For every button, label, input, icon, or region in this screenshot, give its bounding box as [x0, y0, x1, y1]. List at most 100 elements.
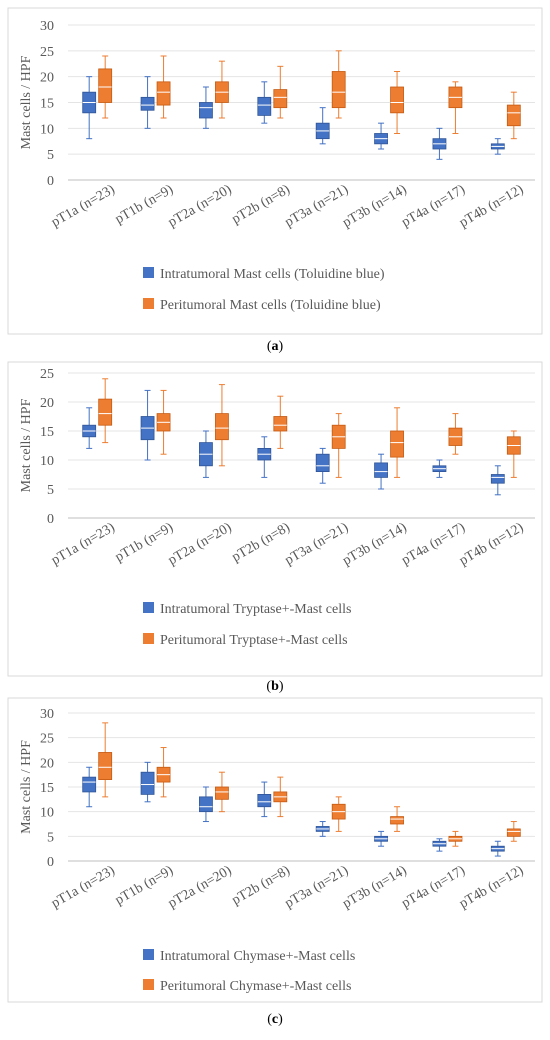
box-iqr — [257, 96, 272, 116]
y-tick-label: 5 — [47, 148, 54, 163]
box-iqr — [273, 89, 288, 109]
box-peritumoral — [273, 776, 288, 818]
chart-frame — [7, 361, 543, 677]
box-iqr — [199, 796, 213, 813]
legend-swatch — [143, 298, 154, 309]
box-intratumoral — [432, 459, 447, 478]
box-iqr — [390, 430, 404, 458]
box-iqr — [506, 104, 521, 127]
chart-frame — [7, 7, 543, 335]
box-peritumoral — [215, 771, 229, 813]
box-iqr — [98, 398, 113, 426]
y-tick-label: 0 — [47, 174, 54, 189]
y-tick-label: 20 — [40, 396, 54, 411]
y-tick-label: 5 — [47, 830, 54, 845]
legend-entry: Intratumoral Tryptase+-Mast cells — [160, 602, 351, 617]
y-tick-label: 5 — [47, 483, 54, 498]
box-intratumoral — [82, 76, 97, 140]
box-iqr — [98, 68, 113, 103]
legend-entry: Intratumoral Chymase+-Mast cells — [160, 949, 355, 964]
box-peritumoral — [390, 806, 404, 832]
box-iqr — [390, 816, 404, 825]
box-peritumoral — [506, 821, 521, 842]
box-iqr — [140, 96, 155, 111]
box-iqr — [331, 71, 346, 109]
y-axis-label: Mast cells / HPF — [19, 740, 34, 834]
y-tick-label: 0 — [47, 512, 54, 527]
box-intratumoral — [82, 766, 97, 808]
panel-c: 0 5 10 15 20 25 30 Mast cells / HPF pT1a (n=23) p… — [0, 690, 550, 1040]
box-intratumoral — [199, 430, 213, 478]
box-intratumoral — [315, 447, 330, 484]
legend-swatch — [143, 979, 154, 990]
box-intratumoral — [257, 436, 272, 478]
box-iqr — [82, 776, 97, 793]
box-intratumoral — [315, 107, 330, 145]
box-peritumoral — [215, 60, 229, 119]
box-intratumoral — [490, 840, 505, 857]
y-tick-label: 10 — [40, 122, 54, 137]
y-tick-label: 15 — [40, 781, 54, 796]
box-iqr — [257, 794, 272, 808]
y-tick-label: 15 — [40, 425, 54, 440]
panel-label-b: (b) — [266, 679, 284, 694]
legend-entry: Peritumoral Mast cells (Toluidine blue) — [160, 298, 381, 313]
legend-entry: Peritumoral Chymase+-Mast cells — [160, 979, 351, 994]
legend-swatch — [143, 949, 154, 960]
box-peritumoral — [448, 413, 463, 455]
chart-frame — [7, 697, 543, 1003]
box-peritumoral — [215, 384, 229, 467]
box-peritumoral — [506, 91, 521, 140]
panel-a: 0 5 10 15 20 25 30 Mast cells / HPF pT1a (n=23) p… — [0, 0, 550, 360]
panel-label-c: (c) — [267, 1012, 283, 1027]
box-peritumoral — [156, 389, 171, 455]
box-peritumoral — [390, 71, 404, 134]
box-intratumoral — [199, 786, 213, 823]
y-axis-label: Mast cells / HPF — [19, 55, 34, 149]
box-intratumoral — [199, 86, 213, 129]
box-peritumoral — [506, 430, 521, 478]
y-tick-label: 20 — [40, 71, 54, 86]
box-peritumoral — [273, 395, 288, 449]
box-intratumoral — [490, 465, 505, 496]
box-iqr — [390, 86, 404, 114]
box-intratumoral — [82, 407, 97, 449]
box-peritumoral — [390, 407, 404, 478]
box-iqr — [374, 462, 388, 478]
box-peritumoral — [156, 55, 171, 119]
box-peritumoral — [98, 55, 113, 119]
box-intratumoral — [432, 838, 447, 852]
y-tick-label: 10 — [40, 454, 54, 469]
legend-swatch — [143, 267, 154, 278]
box-peritumoral — [156, 747, 171, 798]
box-peritumoral — [273, 65, 288, 119]
y-tick-label: 15 — [40, 97, 54, 112]
box-iqr — [273, 416, 288, 432]
box-peritumoral — [331, 50, 346, 119]
box-iqr — [506, 828, 521, 837]
box-iqr — [140, 771, 155, 795]
box-intratumoral — [432, 127, 447, 160]
box-intratumoral — [257, 81, 272, 124]
box-iqr — [156, 81, 171, 106]
legend-swatch — [143, 602, 154, 613]
box-iqr — [98, 752, 113, 781]
y-tick-label: 10 — [40, 806, 54, 821]
legend-entry: Intratumoral Mast cells (Toluidine blue) — [160, 267, 385, 282]
box-peritumoral — [331, 413, 346, 478]
box-intratumoral — [490, 138, 505, 155]
box-intratumoral — [374, 122, 388, 150]
legend-swatch — [143, 633, 154, 644]
y-tick-label: 20 — [40, 756, 54, 771]
box-iqr — [490, 474, 505, 484]
legend-entry: Peritumoral Tryptase+-Mast cells — [160, 633, 348, 648]
box-iqr — [215, 413, 229, 441]
box-iqr — [315, 453, 330, 472]
box-intratumoral — [374, 453, 388, 490]
y-tick-label: 25 — [40, 367, 54, 382]
box-peritumoral — [448, 830, 463, 847]
box-iqr — [199, 102, 213, 119]
